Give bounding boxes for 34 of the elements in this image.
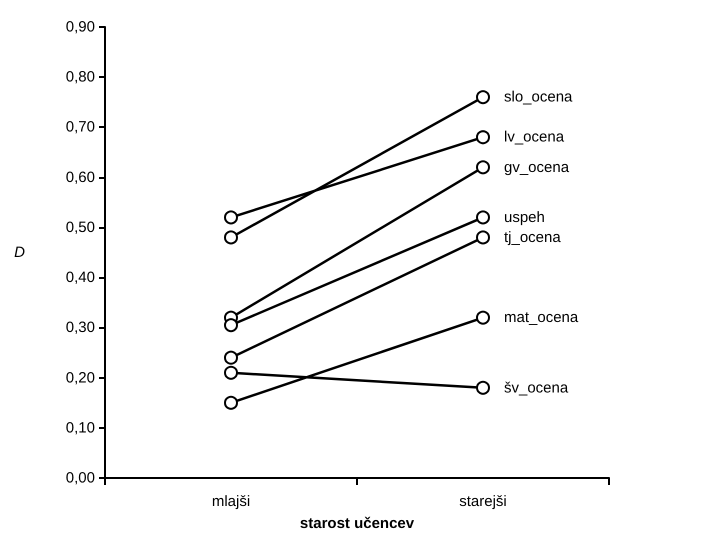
series-label: tj_ocena [504,228,562,246]
y-tick-label: 0,70 [66,118,95,136]
y-tick-label: 0,00 [66,470,95,486]
y-tick-label: 0,30 [66,319,95,336]
y-tick-label: 0,50 [66,218,95,236]
x-tick-label: mlajši [212,493,250,510]
series-label: gv_ocena [504,158,570,176]
series-label: lv_ocena [504,128,565,146]
series-label: šv_ocena [504,379,569,396]
point [476,160,490,174]
y-tick-label: 0,90 [66,18,95,36]
point [476,380,490,395]
series-label: mat_ocena [504,309,579,326]
series-label: slo_ocena [504,88,574,106]
y-tick-label: 0,80 [66,68,95,86]
x-axis-title: starost učencev [300,515,415,532]
point [476,130,490,144]
point [224,396,238,410]
point [476,90,490,104]
point [224,210,238,224]
y-axis-title: D [14,244,26,261]
y-tick-label: 0,10 [66,419,95,436]
y-tick-label: 0,20 [66,369,95,386]
series-label: uspeh [504,208,545,226]
y-tick-label: 0,60 [66,168,95,186]
y-tick-label: 0,40 [66,269,95,286]
point [224,350,238,365]
point [224,230,238,244]
point [476,210,490,224]
point [476,230,490,244]
point [224,366,238,380]
point [476,310,490,325]
point [224,318,238,332]
x-tick-label: starejši [459,493,507,510]
